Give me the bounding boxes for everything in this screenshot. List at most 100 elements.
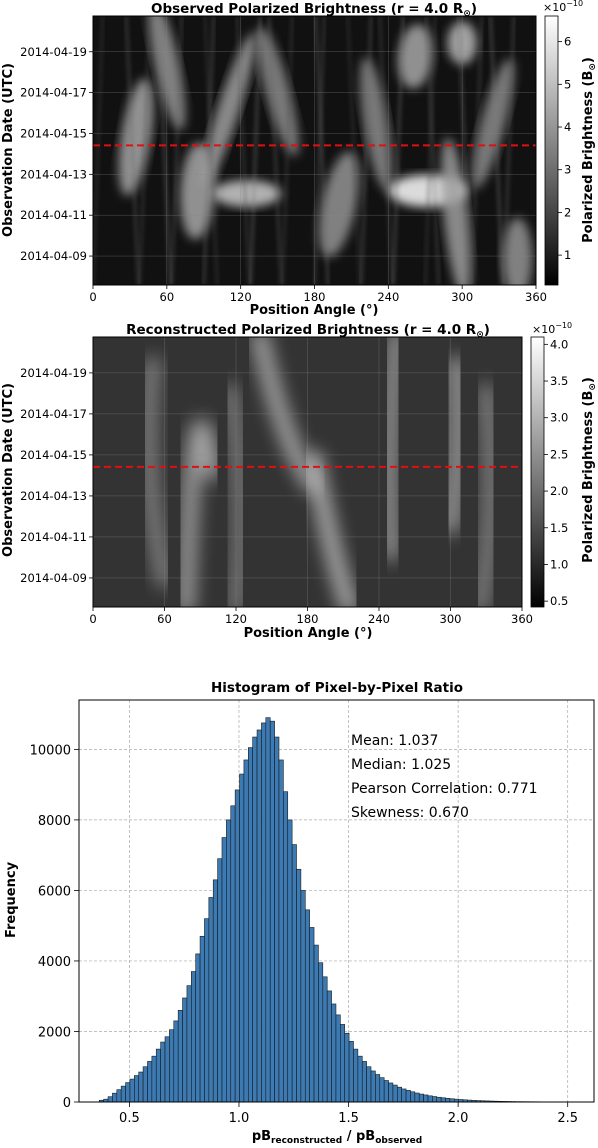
histogram-bar	[287, 819, 293, 1103]
observed-streak	[489, 16, 504, 285]
histogram-bar	[239, 773, 245, 1103]
observed-y-label: Observation Date (UTC)	[1, 63, 16, 237]
histogram-stat: Mean: 1.037	[351, 733, 438, 749]
colorbar-tick-label: 3.5	[550, 374, 568, 388]
histogram-bar	[353, 1048, 359, 1103]
histogram-bar	[375, 1074, 381, 1103]
x-tick-label: 360	[525, 290, 547, 304]
observed-streak	[267, 16, 283, 285]
y-tick-label: 6000	[38, 884, 71, 899]
colorbar-tick-label: 2.5	[550, 447, 568, 461]
histogram-bar	[379, 1077, 385, 1103]
histogram-bar	[256, 729, 262, 1103]
histogram-bar	[134, 1075, 140, 1103]
histogram-bar	[410, 1091, 416, 1103]
reconstructed-panel: Reconstructed Polarized Brightness (r = …	[1, 321, 598, 641]
x-tick-label: 300	[440, 612, 462, 626]
histogram-bar	[370, 1070, 376, 1103]
y-tick-label: 2014-04-15	[20, 448, 87, 462]
observed-bright-feature	[318, 151, 360, 258]
y-tick-label: 2014-04-09	[20, 249, 87, 263]
reconstructed-x-label: Position Angle (°)	[244, 626, 373, 641]
x-tick-label: 0.5	[119, 1111, 140, 1126]
x-tick-label: 0	[89, 612, 96, 626]
y-tick-label: 2000	[38, 1025, 71, 1040]
histogram-y-label: Frequency	[4, 861, 19, 938]
reconstructed-colorbar-exponent: ×10−10	[532, 321, 572, 336]
colorbar-tick-label: 3	[564, 163, 571, 177]
y-tick-label: 2014-04-17	[20, 86, 87, 100]
histogram-bar	[361, 1061, 367, 1103]
histogram-stat: Skewness: 0.670	[351, 805, 469, 821]
colorbar-tick-label: 2.0	[550, 484, 568, 498]
observed-bright-feature	[397, 24, 433, 89]
observed-bright-feature	[471, 58, 515, 189]
histogram-bar	[296, 868, 302, 1103]
colorbar-tick-label: 1.0	[550, 557, 568, 571]
reconstructed-bright-feature	[222, 383, 249, 607]
reconstructed-grid	[93, 337, 522, 607]
reconstructed-bright-feature	[472, 383, 500, 607]
histogram-bar	[221, 837, 227, 1103]
histogram-bar	[112, 1092, 118, 1103]
histogram-bar	[230, 805, 236, 1103]
reconstructed-bright-feature	[140, 356, 173, 588]
x-tick-label: 2.5	[557, 1111, 578, 1126]
histogram-bar	[326, 990, 332, 1103]
histogram-bar	[212, 879, 218, 1103]
histogram-bar	[173, 1020, 179, 1103]
reconstructed-bright-feature	[380, 337, 405, 561]
reconstructed-colorbar-ticks: 0.5 1.0 1.5 2.0 2.5 3.0 3.5 4.0	[544, 337, 568, 608]
observed-bright-feature	[212, 180, 282, 207]
reconstructed-bright-feature	[251, 337, 322, 494]
observed-streak	[346, 16, 362, 285]
observed-colorbar-ticks: 1 2 3 4 5 6	[558, 35, 571, 262]
histogram-bar	[125, 1082, 131, 1103]
histogram-bar	[164, 1036, 170, 1103]
histogram-bar	[427, 1095, 433, 1103]
observed-bright-feature	[118, 78, 154, 196]
observed-heatmap	[93, 16, 533, 285]
histogram-bar	[331, 1003, 337, 1103]
colorbar-tick-label: 6	[564, 35, 571, 49]
x-tick-label: 1.0	[229, 1111, 250, 1126]
observed-streak	[392, 16, 405, 285]
x-tick-label: 240	[377, 290, 399, 304]
reconstructed-title: Reconstructed Polarized Brightness (r = …	[126, 322, 490, 340]
reconstructed-bright-feature	[177, 419, 221, 607]
histogram-x-ticks: 0.5 1.0 1.5 2.0 2.5	[119, 1102, 578, 1126]
histogram-bar	[147, 1061, 153, 1103]
histogram-bar	[366, 1066, 372, 1103]
observed-streak	[170, 16, 183, 285]
x-tick-label: 180	[304, 290, 326, 304]
reconstructed-heatmap	[140, 337, 500, 607]
histogram-bar	[208, 897, 214, 1103]
observed-streak	[378, 16, 394, 285]
y-tick-label: 2014-04-19	[20, 366, 87, 380]
histogram-bar	[265, 717, 271, 1103]
reconstructed-x-ticks: 0 60 120 180 240 300 360	[89, 607, 533, 626]
observed-panel: Observed Polarized Brightness (r = 4.0 R…	[1, 0, 598, 318]
histogram-bar	[445, 1097, 451, 1103]
observed-streak	[125, 16, 140, 285]
histogram-bar	[243, 759, 249, 1103]
histogram-bar	[204, 918, 210, 1103]
histogram-bar	[252, 736, 258, 1103]
reconstructed-colorbar-label: Polarized Brightness (B⊙)	[581, 377, 598, 563]
histogram-bar	[120, 1085, 126, 1103]
x-tick-label: 300	[451, 290, 473, 304]
observed-streak	[235, 16, 251, 285]
colorbar-tick-label: 0.5	[550, 594, 568, 608]
histogram-title: Histogram of Pixel-by-Pixel Ratio	[211, 680, 463, 696]
observed-colorbar	[544, 15, 559, 286]
y-tick-label: 0	[63, 1096, 71, 1111]
histogram-bar	[182, 997, 188, 1103]
colorbar-tick-label: 5	[564, 77, 571, 91]
histogram-stat: Pearson Correlation: 0.771	[351, 781, 538, 797]
x-tick-label: 2.0	[448, 1111, 469, 1126]
histogram-bar	[138, 1071, 144, 1103]
observed-streak	[157, 16, 172, 285]
y-tick-label: 2014-04-13	[20, 167, 87, 181]
histogram-bar	[436, 1096, 442, 1103]
